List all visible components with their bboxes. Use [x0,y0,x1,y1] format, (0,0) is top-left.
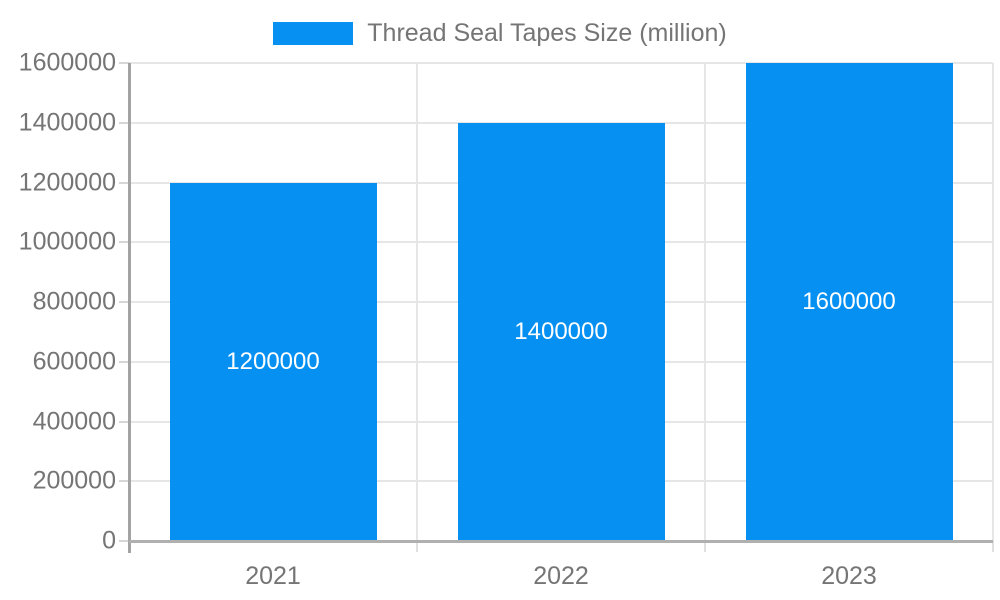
y-gridline [129,62,993,64]
y-tick-label: 400000 [32,407,116,436]
y-tick-label: 200000 [32,466,116,495]
legend-label: Thread Seal Tapes Size (million) [367,19,727,47]
bar-value-label: 1600000 [802,288,896,315]
legend: Thread Seal Tapes Size (million) [0,19,1000,48]
y-tick-label: 800000 [32,287,116,316]
bar[interactable] [746,63,953,541]
bar[interactable] [170,183,377,541]
x-tick-mark [704,541,706,552]
x-gridline [704,63,706,541]
bar[interactable] [458,123,665,541]
bar-value-label: 1400000 [514,318,608,345]
y-axis-line [128,63,131,553]
y-tick-label: 1600000 [18,48,116,77]
bar-value-label: 1200000 [226,348,320,375]
x-tick-mark [416,541,418,552]
legend-item[interactable]: Thread Seal Tapes Size (million) [273,19,727,48]
y-tick-mark [119,62,129,64]
y-tick-mark [119,421,129,423]
y-tick-label: 600000 [32,347,116,376]
x-gridline [416,63,418,541]
x-gridline [992,63,994,541]
y-tick-label: 1000000 [18,227,116,256]
x-tick-mark [992,541,994,552]
x-tick-label: 2022 [533,562,589,590]
legend-swatch [273,22,354,45]
x-tick-label: 2023 [821,562,877,590]
y-tick-mark [119,182,129,184]
y-tick-mark [119,122,129,124]
y-tick-mark [119,480,129,482]
y-tick-label: 1200000 [18,168,116,197]
x-axis-line [129,540,993,543]
y-tick-mark [119,361,129,363]
y-tick-label: 1400000 [18,108,116,137]
y-tick-mark [119,301,129,303]
y-tick-mark [119,241,129,243]
y-tick-mark [119,540,129,542]
y-tick-label: 0 [102,526,116,555]
x-tick-label: 2021 [245,562,301,590]
